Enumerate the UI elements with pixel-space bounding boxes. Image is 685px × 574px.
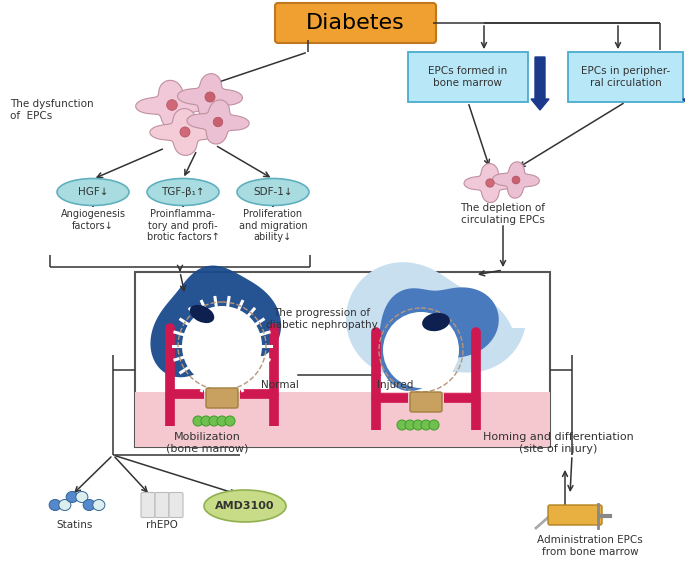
- FancyArrow shape: [683, 57, 685, 110]
- Circle shape: [205, 92, 215, 102]
- FancyBboxPatch shape: [568, 52, 683, 102]
- Circle shape: [225, 416, 235, 426]
- Circle shape: [397, 420, 407, 430]
- Polygon shape: [136, 80, 208, 130]
- Circle shape: [429, 420, 439, 430]
- Polygon shape: [187, 100, 249, 144]
- Polygon shape: [150, 108, 220, 156]
- Ellipse shape: [147, 179, 219, 205]
- Text: SDF-1↓: SDF-1↓: [253, 187, 292, 197]
- Text: AMD3100: AMD3100: [215, 501, 275, 511]
- Ellipse shape: [83, 499, 95, 510]
- Circle shape: [413, 420, 423, 430]
- FancyBboxPatch shape: [155, 492, 169, 518]
- FancyBboxPatch shape: [275, 3, 436, 43]
- Text: Mobilization
(bone marrow): Mobilization (bone marrow): [166, 432, 248, 453]
- Circle shape: [486, 179, 494, 187]
- FancyBboxPatch shape: [408, 52, 528, 102]
- Text: Proliferation
and migration
ability↓: Proliferation and migration ability↓: [238, 209, 308, 242]
- FancyBboxPatch shape: [410, 392, 442, 412]
- Text: Proinflamma-
tory and profi-
brotic factors↑: Proinflamma- tory and profi- brotic fact…: [147, 209, 219, 242]
- Circle shape: [209, 416, 219, 426]
- Ellipse shape: [59, 499, 71, 510]
- Polygon shape: [177, 73, 242, 121]
- Ellipse shape: [204, 490, 286, 522]
- Ellipse shape: [76, 491, 88, 502]
- Circle shape: [166, 100, 177, 110]
- Ellipse shape: [190, 305, 214, 323]
- Ellipse shape: [57, 179, 129, 205]
- Text: Normal: Normal: [261, 380, 299, 390]
- Text: Administration EPCs
from bone marrow: Administration EPCs from bone marrow: [537, 535, 643, 557]
- Circle shape: [405, 420, 415, 430]
- Polygon shape: [151, 266, 281, 377]
- Ellipse shape: [422, 313, 450, 331]
- Circle shape: [193, 416, 203, 426]
- Ellipse shape: [92, 499, 105, 510]
- FancyBboxPatch shape: [206, 388, 238, 408]
- Circle shape: [180, 127, 190, 137]
- Text: EPCs in peripher-
ral circulation: EPCs in peripher- ral circulation: [581, 66, 670, 88]
- Polygon shape: [379, 288, 499, 391]
- Text: The depletion of
circulating EPCs: The depletion of circulating EPCs: [460, 203, 545, 224]
- FancyBboxPatch shape: [135, 392, 550, 447]
- FancyBboxPatch shape: [548, 505, 602, 525]
- Text: EPCs formed in
bone marrow: EPCs formed in bone marrow: [428, 66, 508, 88]
- Text: Diabetes: Diabetes: [306, 13, 405, 33]
- Text: HGF↓: HGF↓: [78, 187, 108, 197]
- Text: The dysfunction
of  EPCs: The dysfunction of EPCs: [10, 99, 94, 121]
- FancyBboxPatch shape: [169, 492, 183, 518]
- Text: Statins: Statins: [57, 520, 93, 530]
- Text: Angiogenesis
factors↓: Angiogenesis factors↓: [60, 209, 125, 231]
- Text: The progression of
diabetic nephropathy: The progression of diabetic nephropathy: [266, 308, 378, 329]
- Circle shape: [383, 312, 459, 388]
- Polygon shape: [493, 162, 539, 198]
- Text: rhEPO: rhEPO: [146, 520, 178, 530]
- Circle shape: [213, 117, 223, 127]
- Polygon shape: [464, 164, 516, 203]
- Circle shape: [217, 416, 227, 426]
- Polygon shape: [346, 262, 525, 378]
- Text: Injured: Injured: [377, 380, 413, 390]
- FancyBboxPatch shape: [141, 492, 155, 518]
- Ellipse shape: [66, 491, 78, 502]
- Ellipse shape: [49, 499, 61, 510]
- Circle shape: [512, 176, 520, 184]
- Circle shape: [421, 420, 431, 430]
- Circle shape: [201, 416, 211, 426]
- FancyBboxPatch shape: [135, 272, 550, 447]
- Text: Homing and differentiation
(site of injury): Homing and differentiation (site of inju…: [483, 432, 634, 453]
- Ellipse shape: [237, 179, 309, 205]
- FancyArrow shape: [531, 57, 549, 110]
- Circle shape: [182, 306, 262, 386]
- Text: TGF-β₁↑: TGF-β₁↑: [161, 187, 205, 197]
